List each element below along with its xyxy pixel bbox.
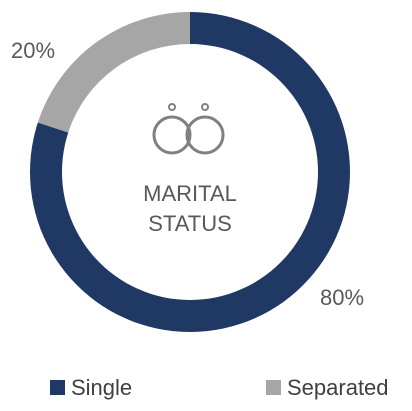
donut-slice	[37, 12, 190, 133]
value-label: 20%	[11, 38, 55, 63]
rings-icon	[152, 103, 225, 155]
legend-label: Separated	[287, 375, 389, 400]
legend-swatch	[266, 380, 281, 395]
center-label: STATUS	[148, 211, 232, 236]
legend-swatch	[50, 380, 65, 395]
value-label: 80%	[320, 285, 364, 310]
center-label: MARITAL	[143, 181, 237, 206]
legend-label: Single	[71, 375, 132, 400]
